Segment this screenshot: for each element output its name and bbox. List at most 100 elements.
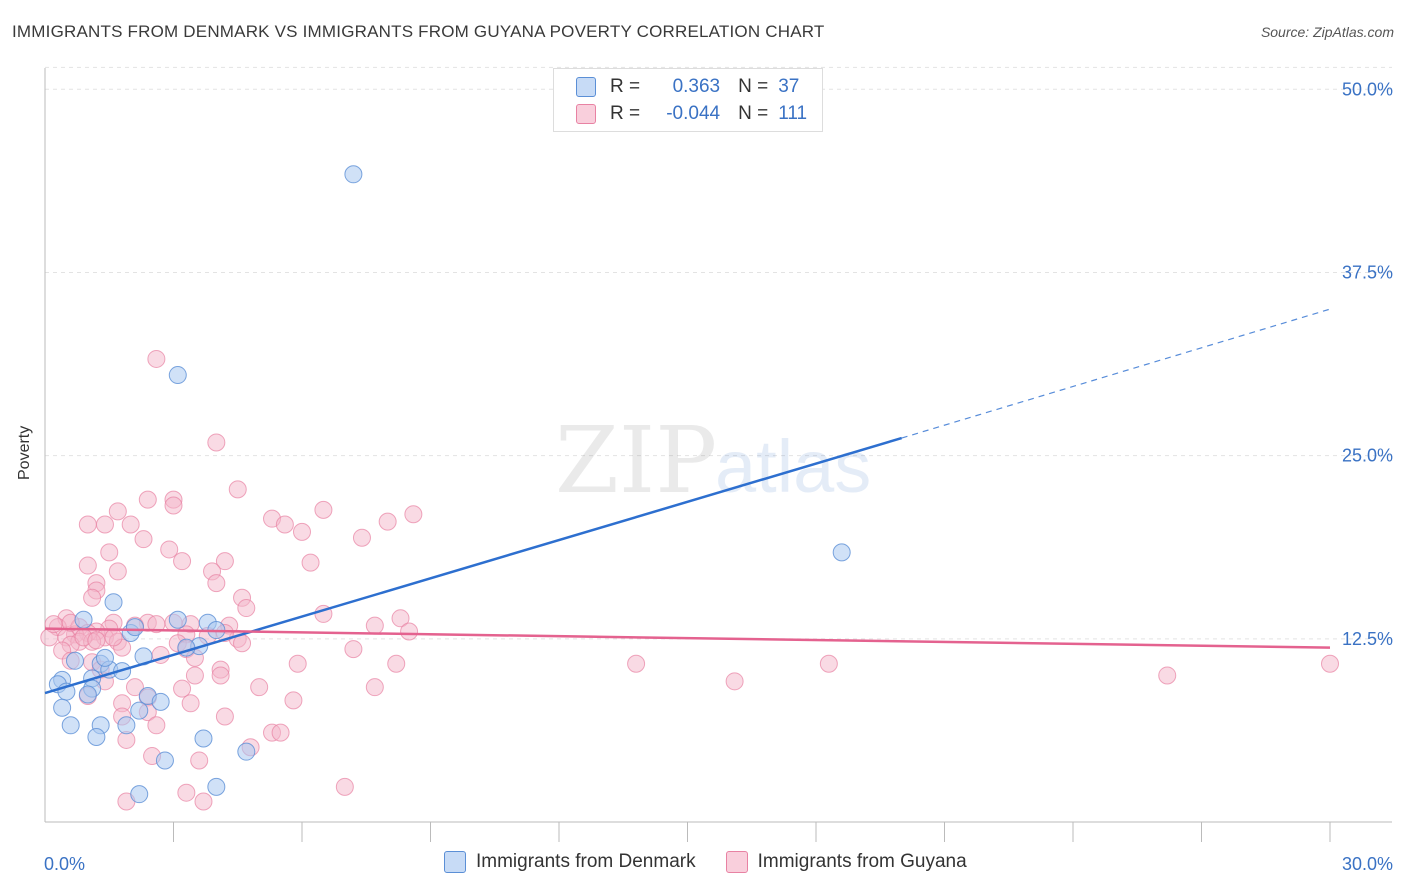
guyana-point [190,751,209,770]
legend-r-value: 0.363 [672,76,721,97]
guyana-point [215,707,234,726]
guyana-point [177,783,196,802]
denmark-point [207,777,226,796]
chart-title: IMMIGRANTS FROM DENMARK VS IMMIGRANTS FR… [12,22,825,41]
legend-n-value: 111 [778,103,808,124]
guyana-point [400,622,419,641]
legend-swatch-guyana [725,851,748,873]
guyana-point [87,631,106,650]
guyana-point [95,515,114,534]
guyana-point [344,640,363,659]
y-tick-label: 37.5% [1342,262,1393,282]
guyana-point [138,490,157,509]
legend-item-guyana[interactable]: Immigrants from Guyana [725,851,967,873]
watermark-zip: ZIP [555,407,717,514]
guyana-point [185,666,204,685]
legend-r-label: R = [610,103,641,124]
guyana-point [271,723,290,742]
guyana-point [352,528,371,547]
guyana-point [215,552,234,571]
legend-row-guyana: R = -0.044 N = 111 [576,102,807,126]
guyana-point [134,530,153,549]
denmark-point [125,618,144,637]
guyana-point [83,588,102,607]
denmark-point [194,729,213,748]
guyana-point [78,556,97,575]
legend-swatch-guyana [576,104,596,124]
guyana-point [301,553,320,572]
grid-lines [45,66,1392,640]
correlation-legend: R = 0.363 N = 37 R = -0.044 N = 111 [553,68,823,132]
guyana-point [1158,666,1177,685]
guyana-point [108,502,127,521]
guyana-point [108,562,127,581]
legend-n-label: N = [738,103,769,124]
guyana-point [104,628,123,647]
guyana-point [207,574,226,593]
guyana-point [1321,654,1339,673]
source-credit: Source: ZipAtlas.com [1260,24,1394,40]
guyana-point [284,691,303,710]
denmark-point [87,728,106,747]
guyana-point [250,678,269,697]
guyana-trendline [44,627,1331,649]
guyana-point [211,666,230,685]
guyana-point [228,480,247,499]
guyana-point [365,616,384,635]
legend-swatch-denmark [576,77,596,97]
denmark-point [61,716,80,735]
guyana-point [725,672,744,691]
x-tick-label: 0.0% [44,854,85,874]
guyana-point [100,543,119,562]
guyana-point [164,496,183,515]
guyana-point [275,515,294,534]
denmark-point [65,651,84,670]
legend-row-denmark: R = 0.363 N = 37 [576,75,799,99]
guyana-point [78,515,97,534]
guyana-point [173,552,192,571]
denmark-point [53,698,72,717]
guyana-point [378,512,397,531]
legend-n-label: N = [738,76,769,97]
denmark-point [95,648,114,667]
guyana-point [194,792,213,811]
legend-r-value: -0.044 [666,103,721,124]
denmark-point [168,366,187,385]
denmark-trendline-extension [901,308,1331,439]
legend-label-guyana: Immigrants from Guyana [757,851,967,872]
guyana-point [365,678,384,697]
guyana-point [173,679,192,698]
y-tick-label: 12.5% [1342,629,1393,649]
guyana-point [293,522,311,541]
guyana-point [121,515,140,534]
denmark-point [74,610,93,629]
series-legend: Immigrants from Denmark Immigrants from … [444,851,997,873]
guyana-point [387,654,406,673]
guyana-point [404,505,423,524]
x-tick-label: 30.0% [1342,854,1393,874]
watermark-atlas: atlas [715,425,871,508]
denmark-point [832,543,851,562]
denmark-point [78,685,97,704]
guyana-point [181,694,200,713]
denmark-point [155,751,174,770]
watermark: ZIP atlas [555,407,871,514]
guyana-point [147,716,166,735]
denmark-point [344,165,363,184]
guyana-point [237,599,256,618]
guyana-point [147,349,166,368]
guyana-point [160,540,179,559]
guyana-point [335,777,354,796]
y-axis-label: Poverty [16,425,33,480]
guyana-point [125,678,144,697]
guyana-point [44,615,63,634]
legend-item-denmark[interactable]: Immigrants from Denmark [444,851,696,873]
tick-labels: 12.5% 25.0% 37.5% 50.0% 0.0% 30.0% [44,79,1393,874]
trend-lines [44,308,1331,695]
denmark-point [168,610,187,629]
denmark-point [117,716,136,735]
denmark-trendline [44,436,903,695]
y-tick-label: 50.0% [1342,79,1393,99]
denmark-point [104,593,123,612]
